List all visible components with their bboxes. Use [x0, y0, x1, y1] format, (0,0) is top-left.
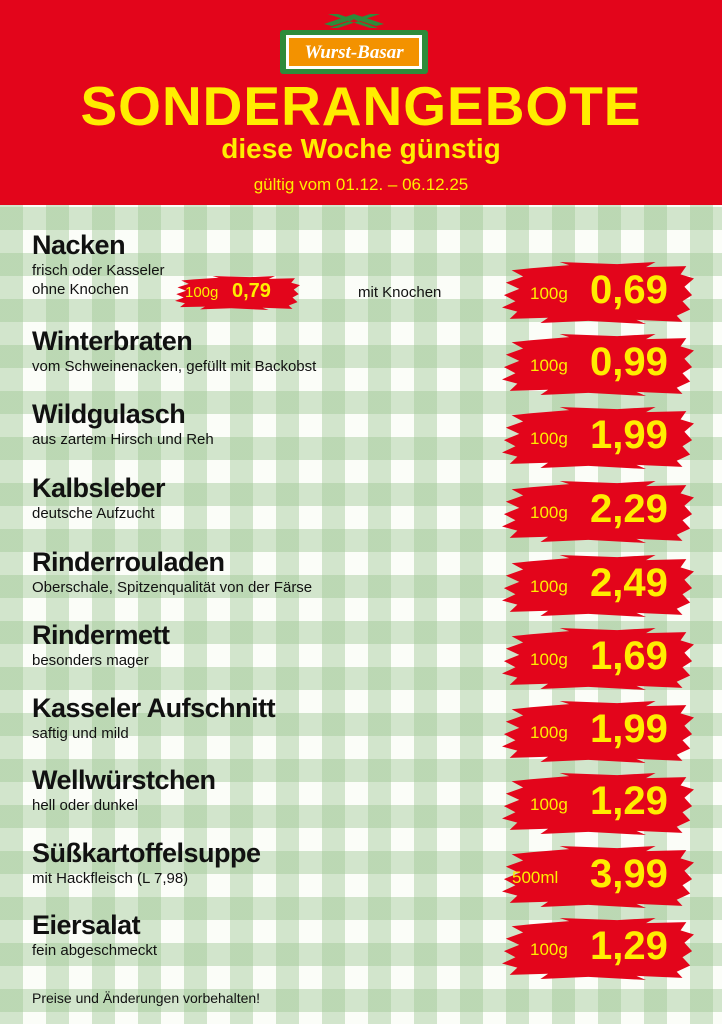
price-splash [502, 262, 694, 324]
price: 1,69 [590, 634, 668, 678]
item-name: Kalbsleber [32, 473, 166, 503]
item: Winterbraten vom Schweinenacken, gefüllt … [32, 326, 316, 376]
item: Wellwürstchen hell oder dunkel [32, 765, 216, 815]
item-name: Winterbraten [32, 326, 193, 356]
item: Kalbsleber deutsche Aufzucht [32, 473, 166, 523]
price-unit: 100g [530, 577, 568, 596]
alt-price: 0,79 [232, 280, 271, 302]
subtitle: diese Woche günstig [221, 133, 501, 164]
item: Rinderrouladen Oberschale, Spitzenqualitä… [32, 547, 312, 597]
price: 1,99 [590, 413, 668, 457]
item-description: mit Hackfleisch (L 7,98) [32, 870, 189, 887]
logo: Wurst-Basar [280, 14, 428, 74]
item-description: hell oder dunkel [32, 797, 138, 814]
price: 2,49 [590, 561, 668, 605]
item: Eiersalat fein abgeschmeckt [32, 910, 157, 960]
price-splash [502, 628, 694, 690]
item: Kasseler Aufschnitt saftig und mild [32, 693, 276, 743]
price-unit: 100g [530, 795, 568, 814]
item-name: Rinderrouladen [32, 547, 225, 577]
item-description: ohne Knochen [32, 281, 129, 298]
item-name: Wildgulasch [32, 399, 186, 429]
price-splash [502, 773, 694, 835]
price-unit: 100g [530, 284, 568, 303]
item-description: deutsche Aufzucht [32, 505, 155, 522]
price-splash [502, 918, 694, 980]
item-description: besonders mager [32, 652, 149, 669]
footer-note: Preise und Änderungen vorbehalten! [32, 990, 261, 1006]
item-name: Eiersalat [32, 910, 141, 940]
price-splash [502, 407, 694, 469]
price-unit: 100g [530, 503, 568, 522]
price-splash [502, 334, 694, 396]
item: Rindermett besonders mager [32, 620, 170, 670]
item-description: Oberschale, Spitzenqualität von der Färs… [32, 579, 313, 596]
price-unit: 500ml [512, 868, 559, 887]
price-splash [502, 701, 694, 763]
alt-price-unit: 100g [185, 284, 219, 301]
item-name: Kasseler Aufschnitt [32, 693, 276, 723]
price-splash [175, 276, 300, 310]
item-name: Rindermett [32, 620, 170, 650]
price-unit: 100g [530, 429, 568, 448]
item-name: Süßkartoffelsuppe [32, 838, 261, 868]
item: Süßkartoffelsuppe mit Hackfleisch (L 7,98… [32, 838, 261, 888]
item-description: frisch oder Kasseler [32, 262, 165, 279]
price: 1,29 [590, 779, 668, 823]
item-description: aus zartem Hirsch und Reh [32, 431, 214, 448]
item-name: Wellwürstchen [32, 765, 216, 795]
item-name: Nacken [32, 230, 126, 260]
logo-text: Wurst-Basar [304, 42, 404, 63]
price-unit: 100g [530, 940, 568, 959]
item-description: saftig und mild [32, 725, 129, 742]
price-unit: 100g [530, 650, 568, 669]
item-description: fein abgeschmeckt [32, 942, 158, 959]
variant-label: mit Knochen [358, 284, 442, 301]
price: 0,99 [590, 340, 668, 384]
price-unit: 100g [530, 356, 568, 375]
price-unit: 100g [530, 723, 568, 742]
price: 2,29 [590, 487, 668, 531]
item: Wildgulasch aus zartem Hirsch und Reh [32, 399, 214, 449]
price-splash [502, 481, 694, 543]
price: 1,29 [590, 924, 668, 968]
title: SONDERANGEBOTE [80, 75, 642, 137]
price: 1,99 [590, 707, 668, 751]
item-description: vom Schweinenacken, gefüllt mit Backobst [32, 358, 317, 375]
validity: gültig vom 01.12. – 06.12.25 [253, 175, 469, 194]
price-splash [502, 555, 694, 617]
price: 3,99 [590, 852, 668, 896]
price: 0,69 [590, 268, 668, 312]
item: Nacken frisch oder Kasseler ohne Knochen [32, 230, 165, 299]
price-splash [502, 846, 694, 908]
header: Wurst-Basar SONDERANGEBOTE diese Woche g… [0, 0, 722, 205]
